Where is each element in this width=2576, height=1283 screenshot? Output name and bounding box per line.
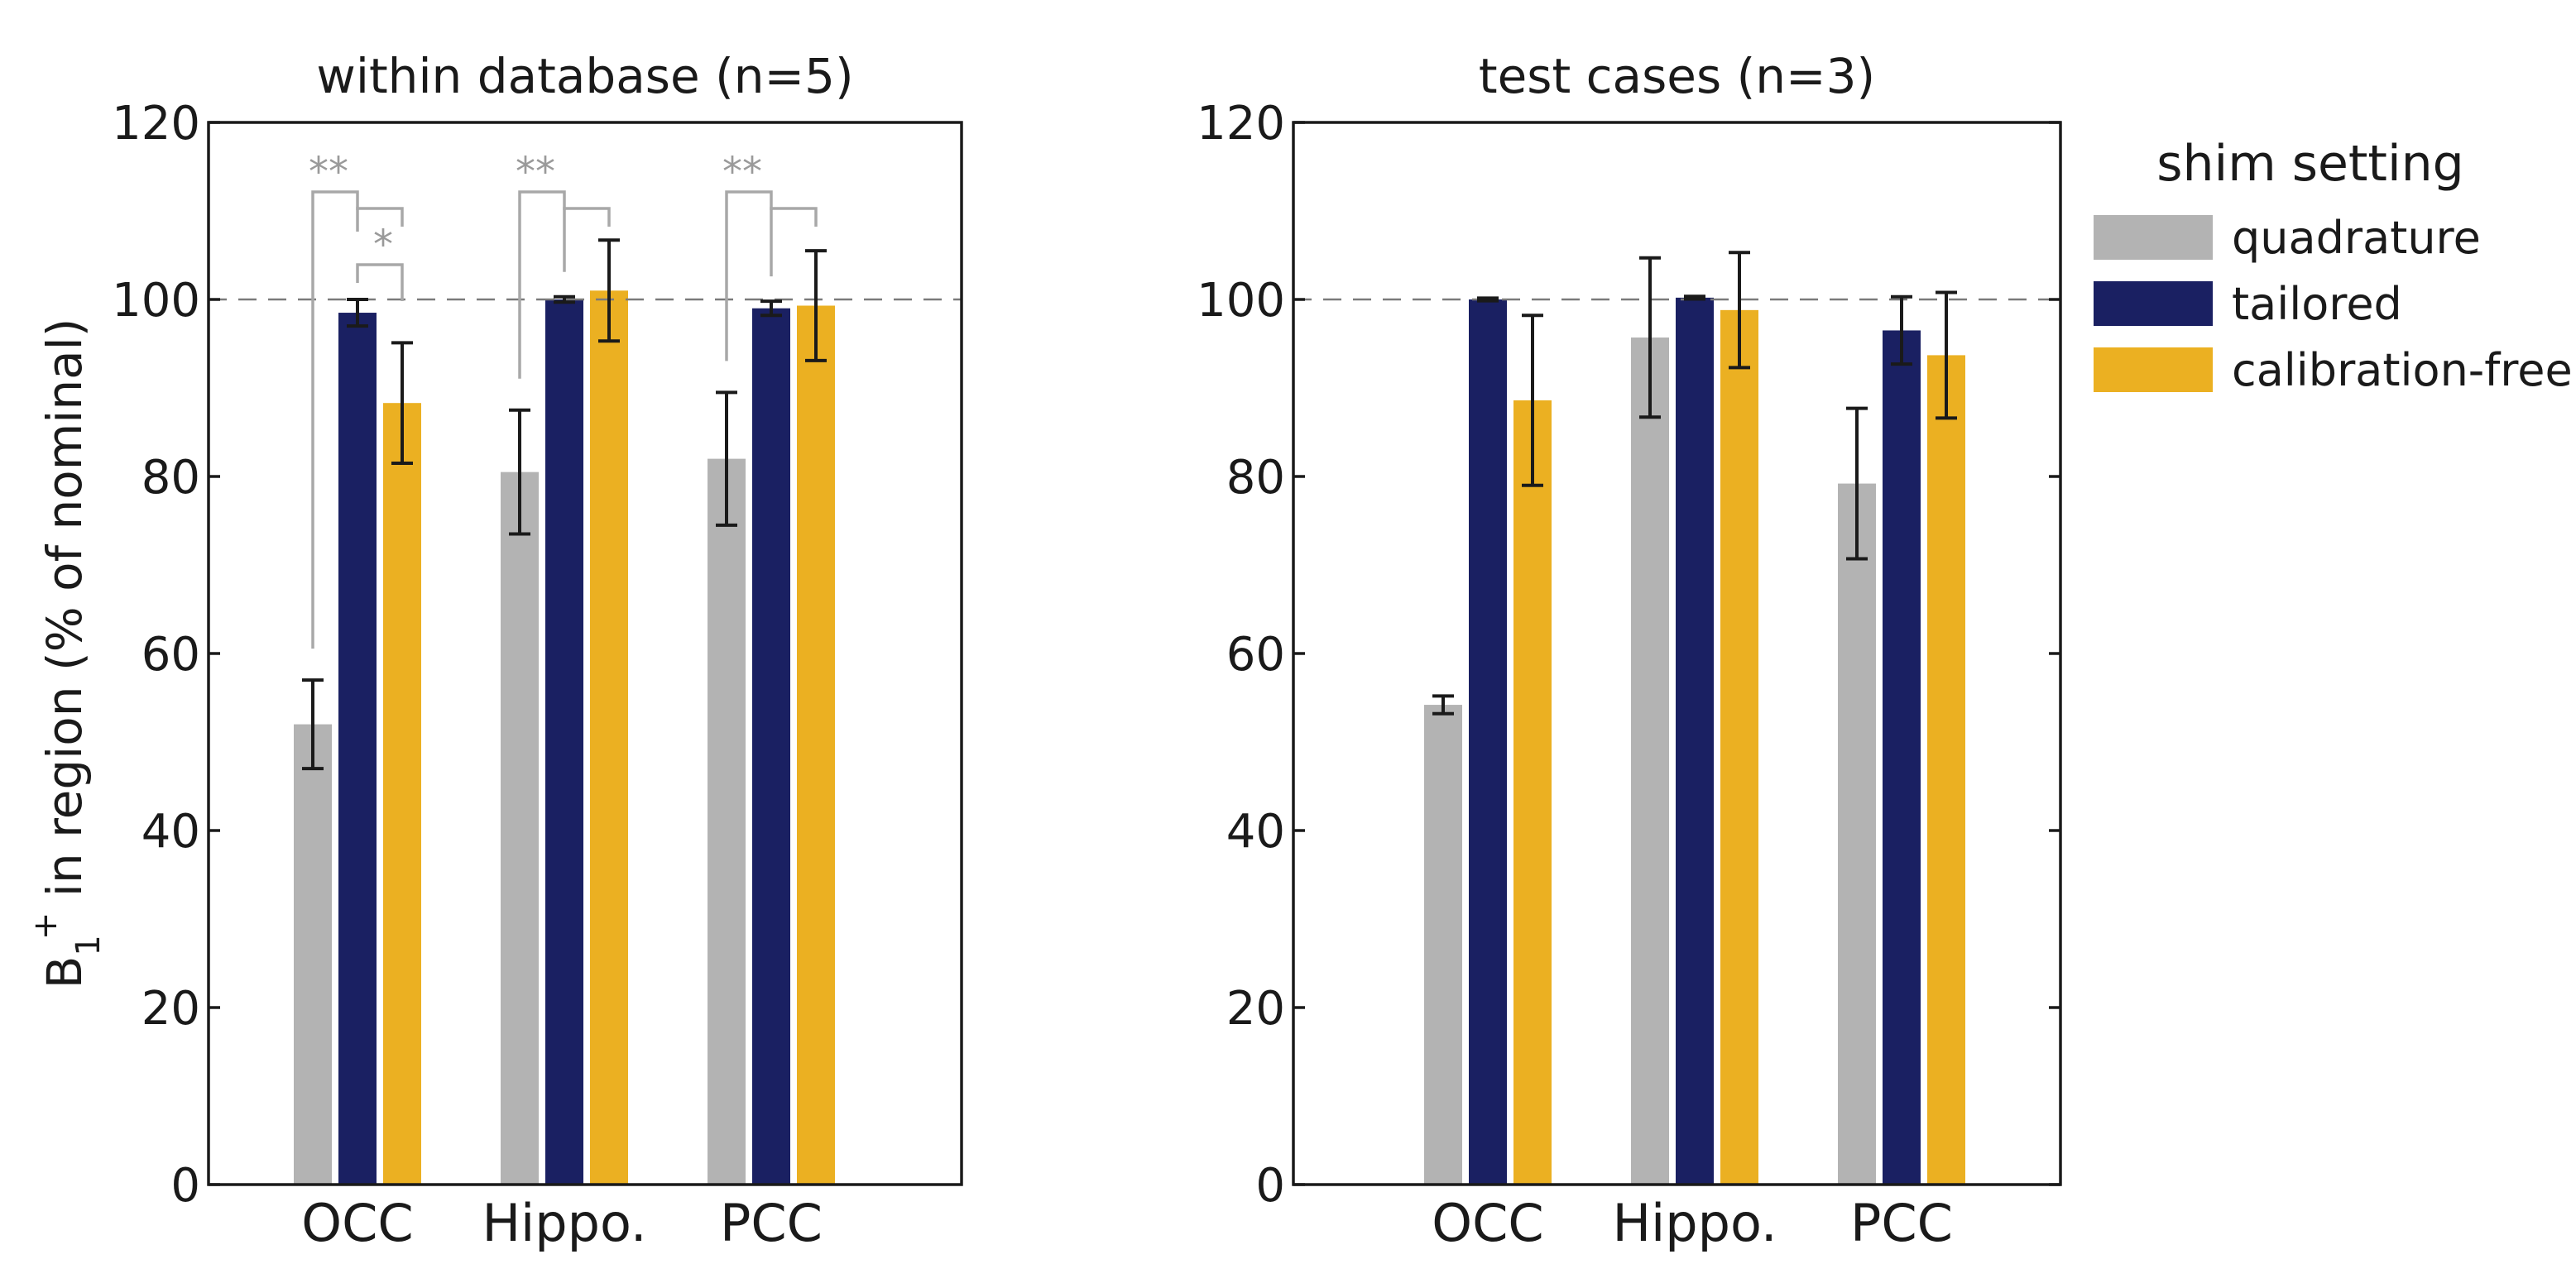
significance-bracket-nested: [770, 207, 818, 277]
error-bar: [1684, 294, 1705, 301]
legend-label-quadrature: quadrature: [2232, 212, 2481, 264]
error-bar: [1936, 290, 1957, 420]
error-bar: [554, 294, 575, 304]
bar-quadrature-hippo: [1631, 338, 1669, 1185]
bar-quadrature-occ: [294, 724, 332, 1185]
error-bar: [1846, 406, 1868, 561]
y-tick-label: 20: [142, 982, 200, 1036]
bar-tailored-occ: [1469, 299, 1507, 1185]
y-tick-label: 100: [112, 274, 200, 328]
bar-tailored-hippo: [545, 299, 583, 1185]
x-tick-label: OCC: [1432, 1193, 1543, 1253]
x-tick-label: Hippo.: [482, 1193, 646, 1253]
y-tick-label: 120: [1197, 97, 1285, 151]
bar-tailored-pcc: [752, 308, 790, 1185]
legend-title: shim setting: [2156, 135, 2463, 193]
panel-test-cases: test cases (n=3) 0 20 40 60 80 100 120 OCC Hippo.…: [1197, 48, 2062, 1253]
bar-calibration-free-hippo: [1720, 309, 1758, 1185]
panel-title: within database (n=5): [316, 48, 853, 104]
x-tick-label: PCC: [1850, 1193, 1953, 1253]
legend: shim setting quadrature tailored calibratio…: [2094, 135, 2573, 396]
error-bar: [1639, 256, 1661, 419]
significance-bracket: [725, 190, 773, 361]
error-bar: [1477, 296, 1499, 303]
legend-label-calibration-free: calibration-free: [2232, 344, 2573, 396]
legend-swatch-quadrature: [2094, 215, 2213, 260]
y-tick-label: 40: [142, 805, 200, 859]
error-bar: [805, 249, 827, 362]
error-bar: [391, 341, 413, 465]
y-axis-title: B1+ in region (% of nominal): [26, 318, 108, 989]
bar-tailored-hippo: [1676, 297, 1714, 1185]
y-tick-label: 20: [1226, 982, 1285, 1036]
significance-label: **: [516, 149, 555, 195]
x-tick-label: OCC: [301, 1193, 413, 1253]
panel-within-database: within database (n=5)***** **020406080100…: [112, 48, 963, 1253]
bar-tailored-occ: [338, 313, 377, 1185]
error-bar: [716, 390, 737, 527]
bar-calibration-free-occ: [383, 403, 421, 1185]
legend-swatch-calibration-free: [2094, 347, 2213, 392]
y-tick-label: 80: [142, 451, 200, 505]
y-tick-label: 80: [1226, 451, 1285, 505]
x-tick-label: PCC: [720, 1193, 823, 1253]
significance-bracket: [311, 190, 359, 649]
legend-swatch-tailored: [2094, 281, 2213, 326]
bar-calibration-free-pcc: [1927, 355, 1965, 1185]
error-bar: [1891, 294, 1912, 366]
x-tick-label: Hippo.: [1612, 1193, 1777, 1253]
error-bar: [302, 678, 324, 771]
legend-label-tailored: tailored: [2232, 278, 2402, 330]
bar-calibration-free-hippo: [590, 290, 628, 1185]
y-tick-label: 60: [1226, 628, 1285, 682]
error-bar: [760, 299, 782, 318]
bar-tailored-pcc: [1883, 330, 1921, 1185]
y-tick-label: 40: [1226, 805, 1285, 859]
error-bar: [598, 238, 620, 343]
y-tick-label: 0: [170, 1159, 200, 1213]
error-bar: [1729, 251, 1750, 370]
significance-bracket: [518, 190, 566, 379]
y-axis-label: B1+ in region (% of nominal): [26, 318, 108, 989]
significance-bracket-nested: [356, 207, 404, 232]
error-bar: [347, 298, 368, 328]
significance-label: **: [309, 149, 348, 195]
significance-label: **: [722, 149, 762, 195]
significance-bracket: [356, 263, 404, 301]
bar-quadrature-hippo: [501, 472, 539, 1185]
bar-calibration-free-occ: [1513, 400, 1552, 1185]
error-bar: [1522, 314, 1543, 487]
error-bar: [509, 408, 530, 536]
significance-bracket-nested: [563, 207, 611, 272]
bar-calibration-free-pcc: [797, 305, 835, 1185]
y-tick-label: 60: [142, 628, 200, 682]
panel-title: test cases (n=3): [1479, 48, 1875, 104]
bar-quadrature-occ: [1424, 705, 1462, 1185]
bar-quadrature-pcc: [708, 458, 746, 1185]
bar-quadrature-pcc: [1838, 483, 1876, 1185]
error-bar: [1432, 694, 1454, 716]
y-tick-label: 120: [112, 97, 200, 151]
y-tick-label: 100: [1197, 274, 1285, 328]
y-tick-label: 0: [1255, 1159, 1285, 1213]
significance-label: *: [373, 222, 393, 268]
